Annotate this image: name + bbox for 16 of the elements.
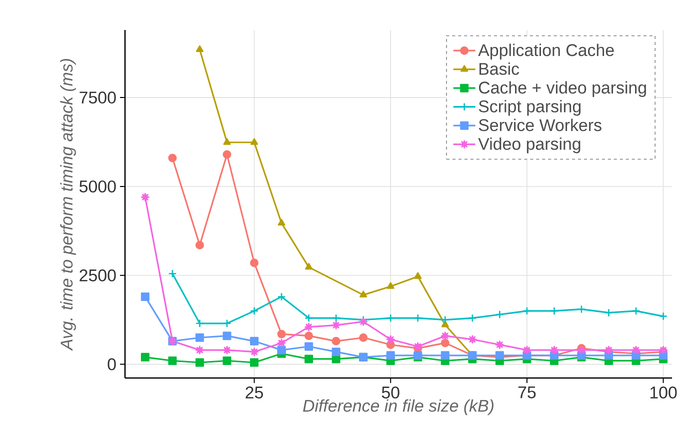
x-tick-label: 75 [518,386,536,398]
y-tick-label: 7500 [80,92,116,104]
x-tick-label: 100 [650,386,677,398]
legend-label: Cache + video parsing [478,81,646,97]
x-tick-label: 25 [246,386,263,398]
x-axis-title: Difference in file size (kB) [303,399,494,416]
legend-label: Application Cache [478,44,614,60]
legend-label: Script parsing [478,100,581,116]
x-tick-label: 50 [382,386,400,398]
y-axis-title: Avg. time to perform timing attack (ms) [60,58,76,351]
y-tick-label: 5000 [79,180,116,192]
legend-label: Video parsing [478,137,580,154]
legend-label: Service Workers [478,118,602,132]
y-tick-label: 2500 [80,269,116,282]
legend-label: Basic [479,62,520,75]
y-tick-label: 0 [108,358,116,370]
